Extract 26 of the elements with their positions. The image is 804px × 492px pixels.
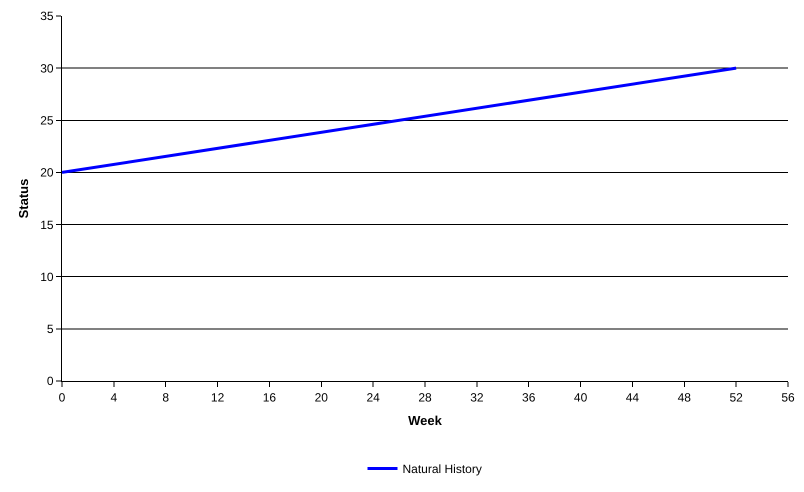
y-tick-label: 35	[40, 9, 54, 24]
y-tick-label: 10	[40, 270, 54, 284]
x-tick-label: 56	[781, 390, 795, 404]
x-tick-label: 20	[314, 390, 328, 404]
y-tick-label: 30	[40, 61, 54, 76]
x-tick-label: 4	[110, 390, 118, 404]
x-tick-label: 24	[366, 390, 380, 404]
x-tick-label: 8	[162, 390, 170, 404]
y-tick-label: 25	[40, 113, 54, 128]
x-tick-label: 0	[58, 390, 66, 404]
x-tick-label: 48	[678, 390, 692, 404]
x-tick-label: 32	[470, 390, 484, 404]
x-tick-label: 28	[418, 390, 432, 404]
y-tick-label: 15	[40, 218, 54, 232]
y-tick-label: 20	[40, 166, 54, 180]
x-tick-label: 16	[262, 390, 276, 404]
y-tick-label: 0	[46, 374, 54, 388]
x-tick-label: 44	[626, 390, 640, 404]
x-tick-label: 12	[210, 390, 225, 404]
x-axis-title: Week	[408, 413, 443, 428]
y-axis-title: Status	[16, 178, 32, 218]
legend-label: Natural History	[402, 462, 482, 476]
y-tick-label: 5	[46, 322, 54, 336]
x-tick-label: 52	[729, 390, 744, 404]
x-tick-label: 36	[522, 390, 536, 404]
x-tick-label: 40	[574, 390, 588, 404]
